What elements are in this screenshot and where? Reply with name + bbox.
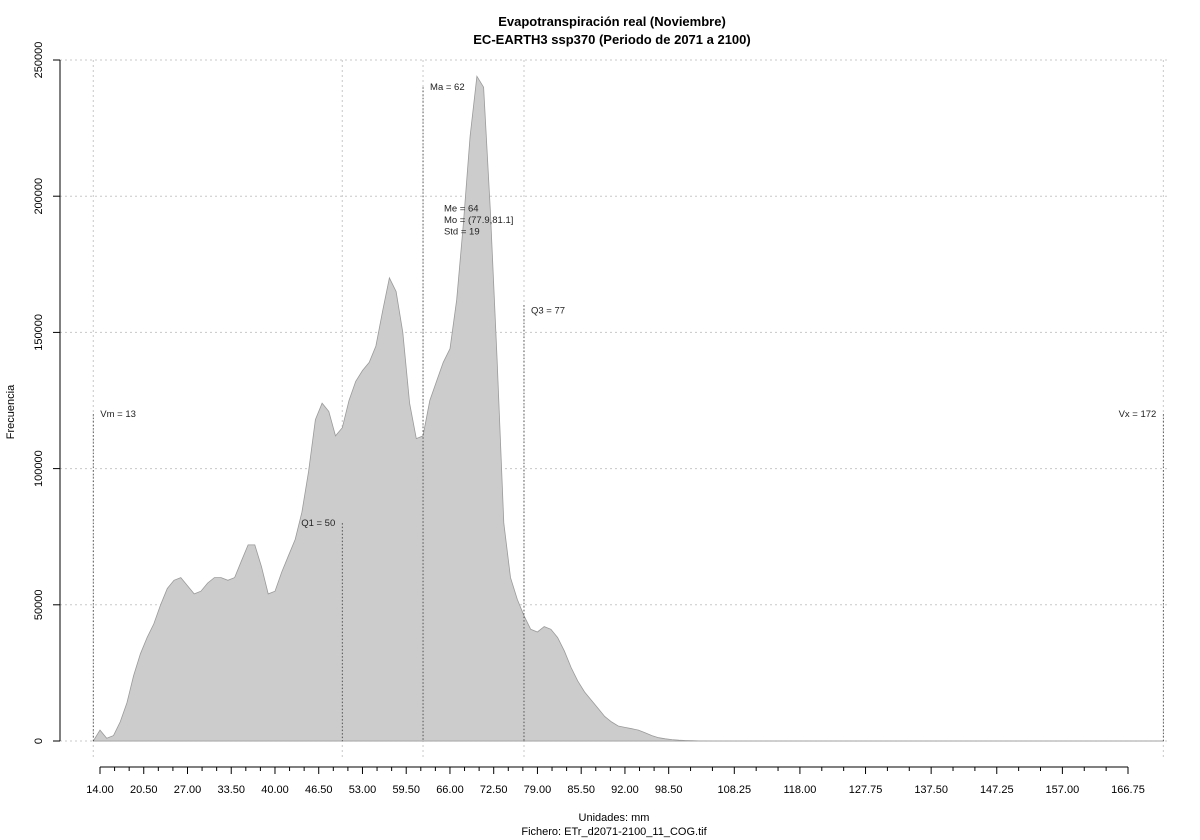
x-tick-label: 147.25 (980, 784, 1014, 796)
x-axis-label: Unidades: mm (579, 812, 650, 824)
x-tick-label: 33.50 (217, 784, 245, 796)
marker-label: Vx = 172 (1119, 409, 1157, 420)
chart-title: Evapotranspiración real (Noviembre) (498, 14, 726, 29)
x-tick-label: 108.25 (717, 784, 751, 796)
mode-label: Mo = (77.9,81.1] (444, 215, 513, 226)
y-tick-label: 250000 (33, 42, 45, 79)
chart-subtitle: EC-EARTH3 ssp370 (Periodo de 2071 a 2100… (473, 32, 750, 47)
median-label: Me = 64 (444, 203, 479, 214)
x-tick-label: 66.00 (436, 784, 464, 796)
y-tick-label: 100000 (33, 450, 45, 487)
x-tick-label: 40.00 (261, 784, 289, 796)
marker-label: Ma = 62 (430, 82, 465, 93)
x-tick-label: 157.00 (1046, 784, 1080, 796)
stats-annotation: Me = 64 Mo = (77.9,81.1] Std = 19 (444, 203, 513, 237)
x-tick-label: 92.00 (611, 784, 639, 796)
x-tick-label: 79.00 (524, 784, 552, 796)
y-tick-label: 0 (33, 738, 45, 744)
x-tick-label: 46.50 (305, 784, 333, 796)
x-tick-label: 118.00 (784, 784, 817, 796)
marker-label: Q1 = 50 (301, 518, 335, 529)
marker-label: Vm = 13 (100, 409, 136, 420)
stat-markers: Vm = 13 Q1 = 50 Ma = 62 Q3 = 77 Vx = 172 (92, 82, 1164, 741)
x-tick-label: 72.50 (480, 784, 508, 796)
x-tick-label: 53.00 (349, 784, 377, 796)
y-tick-label: 150000 (33, 314, 45, 351)
std-label: Std = 19 (444, 226, 480, 237)
axes: 0 50000 100000 150000 200000 250000 14.00 20.50… (33, 42, 1145, 796)
y-tick-label: 200000 (33, 178, 45, 215)
x-tick-label: 85.50 (567, 784, 595, 796)
x-tick-label: 98.50 (655, 784, 683, 796)
x-tick-label: 137.50 (914, 784, 948, 796)
x-tick-label: 166.75 (1111, 784, 1145, 796)
x-tick-label: 14.00 (86, 784, 114, 796)
x-tick-label: 27.00 (174, 784, 202, 796)
frequency-area (92, 75, 1164, 742)
marker-label: Q3 = 77 (531, 306, 565, 317)
x-tick-label: 127.75 (849, 784, 883, 796)
x-tick-label: 20.50 (130, 784, 158, 796)
file-label: Fichero: ETr_d2071-2100_11_COG.tif (521, 826, 707, 838)
y-tick-label: 50000 (33, 590, 45, 621)
x-tick-label: 59.50 (392, 784, 420, 796)
y-axis-label: Frecuencia (5, 384, 17, 439)
